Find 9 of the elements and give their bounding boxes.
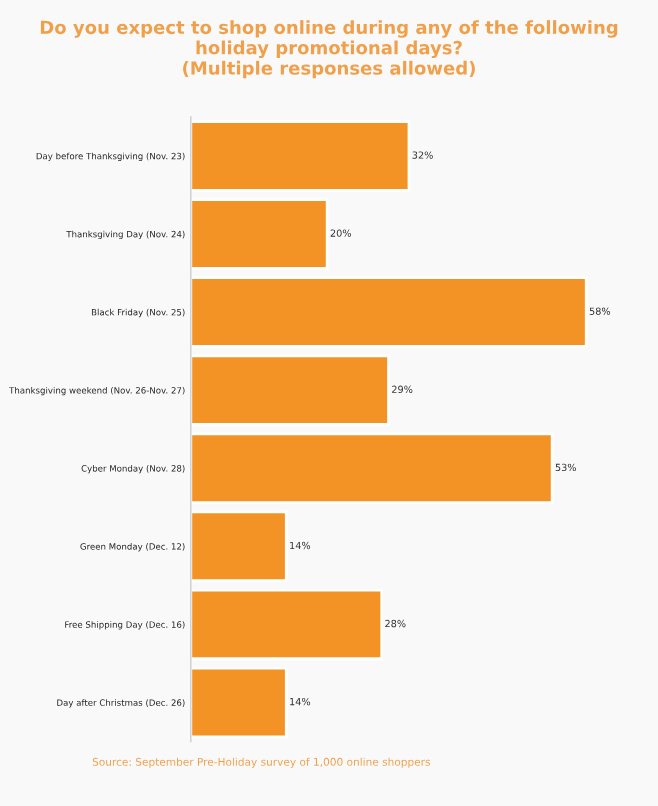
bar: [190, 120, 411, 192]
bar: [190, 666, 288, 739]
bar: [190, 588, 384, 661]
bar: [190, 510, 288, 583]
bar: [190, 276, 588, 348]
chart-title: Do you expect to shop online during any of the following holiday promotional days? (Multiple responses allowed): [40, 20, 618, 79]
bar: [190, 198, 329, 270]
bar: [190, 432, 554, 504]
bar: [190, 354, 390, 426]
